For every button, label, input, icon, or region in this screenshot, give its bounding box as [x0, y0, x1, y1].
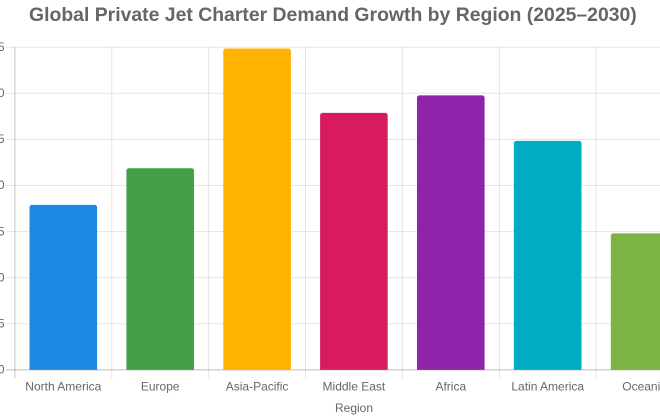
svg-text:5: 5	[0, 317, 5, 331]
svg-text:20: 20	[0, 178, 5, 192]
svg-text:Asia-Pacific: Asia-Pacific	[226, 379, 289, 393]
svg-text:Latin America: Latin America	[511, 379, 584, 393]
svg-text:Region: Region	[335, 401, 373, 415]
svg-text:30: 30	[0, 86, 5, 100]
svg-text:Oceania: Oceania	[622, 379, 660, 393]
svg-text:Middle East: Middle East	[323, 379, 386, 393]
svg-text:10: 10	[0, 270, 5, 284]
svg-text:Global Private Jet Charter Dem: Global Private Jet Charter Demand Growth…	[29, 4, 637, 26]
svg-text:0: 0	[0, 363, 5, 377]
svg-text:15: 15	[0, 224, 5, 238]
svg-text:25: 25	[0, 132, 5, 146]
svg-text:Africa: Africa	[435, 379, 466, 393]
svg-text:North America: North America	[25, 379, 101, 393]
svg-text:35: 35	[0, 40, 5, 54]
svg-text:Europe: Europe	[141, 379, 180, 393]
